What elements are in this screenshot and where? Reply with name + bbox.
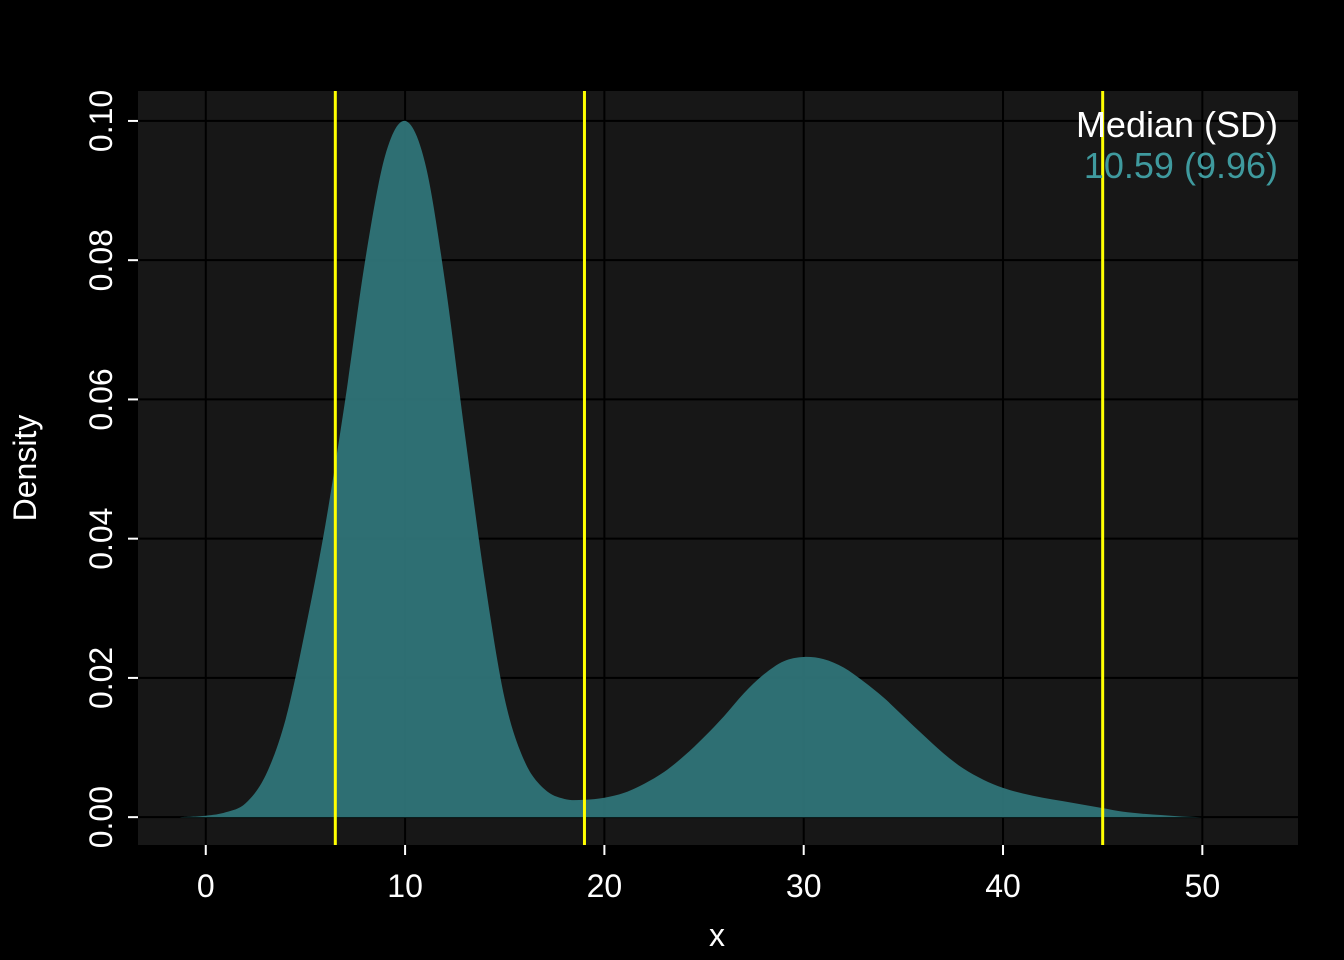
axis-ticks: 0 10 20 30 40 50 0.00 0.02 0.04 0.06 0.08 0.10 bbox=[83, 90, 1220, 904]
legend-header: Median (SD) bbox=[1076, 104, 1278, 145]
x-tick-label: 40 bbox=[985, 868, 1021, 904]
x-tick-label: 50 bbox=[1185, 868, 1221, 904]
x-tick-label: 20 bbox=[587, 868, 623, 904]
x-axis-title: x bbox=[709, 917, 725, 953]
legend-entry: 10.59 (9.96) bbox=[1084, 145, 1278, 186]
density-area-layer bbox=[179, 120, 1243, 818]
y-tick-label: 0.04 bbox=[83, 508, 119, 570]
y-tick-label: 0.10 bbox=[83, 90, 119, 152]
y-tick-label: 0.02 bbox=[83, 647, 119, 709]
density-area bbox=[179, 120, 1243, 818]
x-tick-label: 30 bbox=[786, 868, 822, 904]
reference-lines bbox=[333, 91, 1105, 845]
x-tick-label: 0 bbox=[197, 868, 215, 904]
y-tick-label: 0.06 bbox=[83, 368, 119, 430]
y-axis-title: Density bbox=[7, 415, 43, 522]
x-tick-label: 10 bbox=[387, 868, 423, 904]
y-tick-label: 0.00 bbox=[83, 786, 119, 848]
y-tick-label: 0.08 bbox=[83, 229, 119, 291]
